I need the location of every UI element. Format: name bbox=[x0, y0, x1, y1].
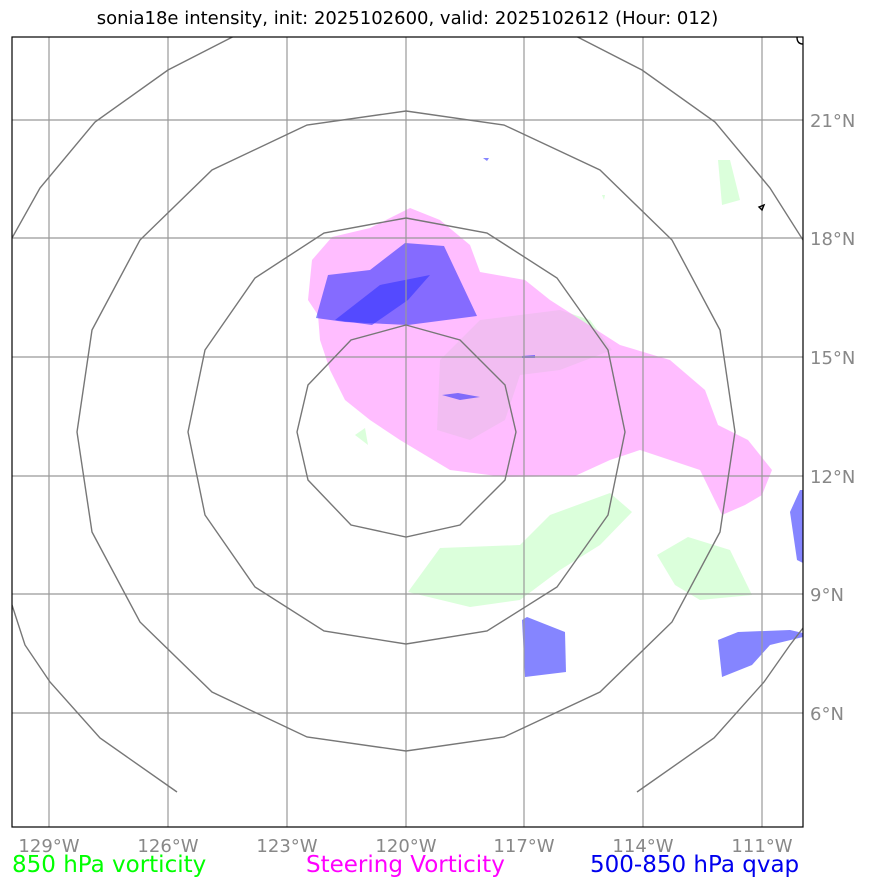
lat-tick-label: 12°N bbox=[810, 467, 855, 488]
range-ring-4 bbox=[12, 37, 234, 239]
qvap-areas bbox=[316, 158, 803, 677]
lat-tick-label: 15°N bbox=[810, 348, 855, 369]
steering-vorticity-areas bbox=[308, 208, 772, 515]
lon-tick-label: 120°W bbox=[375, 836, 436, 857]
range-ring-4 bbox=[636, 627, 803, 793]
vorticity-850-area bbox=[602, 195, 605, 200]
vorticity-850-area bbox=[718, 160, 740, 205]
legend-qvap: 500-850 hPa qvap bbox=[590, 852, 800, 878]
lat-tick-label: 9°N bbox=[810, 585, 844, 606]
plot-frame bbox=[11, 36, 804, 828]
steering-vorticity-area bbox=[308, 208, 772, 515]
lon-tick-label: 126°W bbox=[137, 836, 198, 857]
gridlines bbox=[12, 37, 803, 827]
qvap-area bbox=[718, 630, 803, 677]
lon-tick-label: 114°W bbox=[612, 836, 673, 857]
legend-steering-vorticity: Steering Vorticity bbox=[306, 852, 505, 878]
vorticity-850-area bbox=[408, 493, 632, 607]
coastline-fragment bbox=[757, 203, 766, 212]
lon-tick-label: 117°W bbox=[493, 836, 554, 857]
qvap-area bbox=[522, 617, 566, 677]
lat-tick-label: 21°N bbox=[810, 111, 855, 132]
qvap-area bbox=[483, 158, 489, 161]
vorticity-850-area bbox=[657, 537, 752, 600]
lon-tick-label: 129°W bbox=[18, 836, 79, 857]
range-ring-4 bbox=[12, 604, 178, 793]
range-ring-4 bbox=[576, 37, 803, 241]
coastline bbox=[757, 37, 803, 212]
map-title: sonia18e intensity, init: 2025102600, va… bbox=[96, 8, 719, 29]
lon-tick-label: 111°W bbox=[731, 836, 792, 857]
vorticity-850-area bbox=[355, 428, 368, 445]
lon-tick-labels: 129°W 126°W 123°W 120°W 117°W 114°W 111°… bbox=[18, 836, 792, 857]
lat-tick-label: 18°N bbox=[810, 229, 855, 250]
range-rings bbox=[12, 37, 803, 793]
qvap-area bbox=[790, 490, 803, 563]
range-ring-1 bbox=[296, 324, 517, 538]
range-ring-2 bbox=[187, 217, 626, 645]
range-ring-3 bbox=[76, 110, 736, 752]
legend-850-vorticity: 850 hPa vorticity bbox=[12, 852, 207, 878]
lon-tick-label: 123°W bbox=[256, 836, 317, 857]
coastline-fragment bbox=[796, 37, 803, 45]
lat-tick-label: 6°N bbox=[810, 704, 844, 725]
lat-tick-labels: 21°N 18°N 15°N 12°N 9°N 6°N bbox=[810, 111, 855, 725]
qvap-area bbox=[442, 393, 480, 400]
